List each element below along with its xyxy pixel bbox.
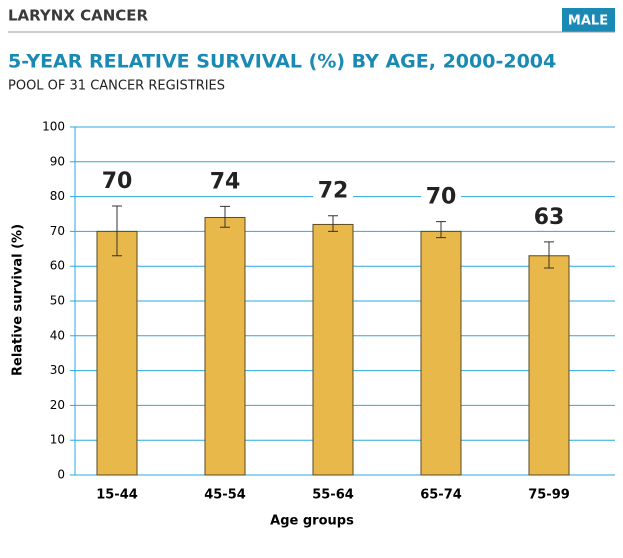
x-tick-label: 65-74 [420, 488, 462, 503]
chart-subtitle: POOL OF 31 CANCER REGISTRIES [8, 79, 225, 94]
error-bar [220, 205, 230, 228]
value-label: 74 [210, 169, 241, 194]
y-tick-label: 30 [50, 363, 65, 377]
y-tick-label: 40 [50, 328, 65, 342]
chart-title: 5-YEAR RELATIVE SURVIVAL (%) BY AGE, 200… [8, 51, 556, 73]
badge-box [562, 8, 615, 32]
y-tick-label: 80 [50, 189, 65, 203]
y-tick-label: 100 [42, 120, 65, 134]
value-label: 70 [102, 169, 133, 194]
bar [96, 230, 138, 476]
value-label: 70 [426, 185, 457, 210]
y-axis-title: Relative survival (%) [11, 224, 26, 376]
x-tick-label: 45-54 [204, 488, 246, 503]
x-axis-title: Age groups [270, 514, 354, 529]
error-bar [544, 241, 554, 269]
bar [312, 223, 354, 476]
bar [528, 255, 570, 476]
x-tick-label: 15-44 [96, 488, 138, 503]
y-tick-label: 10 [50, 433, 65, 447]
y-tick-label: 50 [50, 294, 65, 308]
value-label-bg [205, 170, 245, 195]
y-tick-label: 20 [50, 398, 65, 412]
x-tick-label: 55-64 [312, 488, 354, 503]
bar [420, 230, 462, 476]
error-bar [436, 221, 446, 239]
x-tick-label: 75-99 [528, 488, 570, 503]
y-tick-label: 0 [57, 468, 65, 482]
error-bar [328, 215, 338, 232]
value-label-bg [313, 179, 353, 204]
badge: MALE [568, 14, 608, 29]
value-label-bg [421, 185, 461, 210]
value-label-bg [97, 169, 137, 194]
error-bar [112, 205, 122, 257]
value-label-bg [529, 205, 569, 230]
value-label: 63 [534, 205, 565, 230]
value-label: 72 [318, 179, 349, 204]
header: LARYNX CANCER [8, 7, 149, 25]
bar [204, 216, 246, 476]
y-tick-label: 70 [50, 224, 65, 238]
y-tick-label: 90 [50, 154, 65, 168]
y-tick-label: 60 [50, 259, 65, 273]
